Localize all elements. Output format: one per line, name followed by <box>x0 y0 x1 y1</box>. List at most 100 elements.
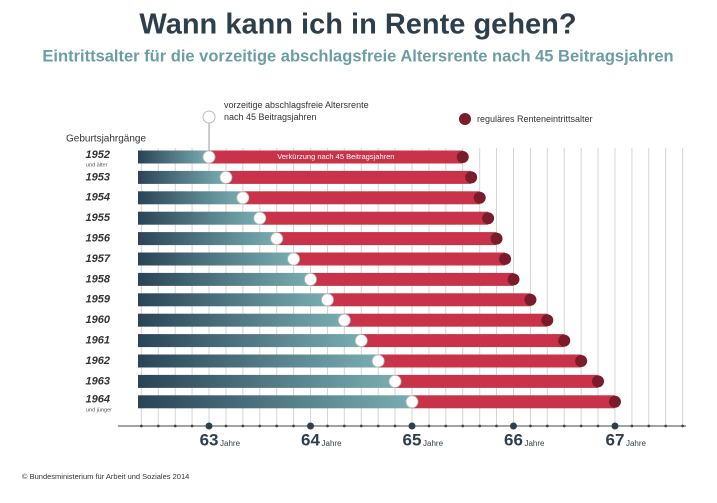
early-dot <box>388 374 402 388</box>
early-dot <box>354 334 368 348</box>
category-label: 1953 <box>86 171 110 183</box>
early-dot <box>202 150 216 164</box>
bar <box>138 252 294 266</box>
tick-mark <box>205 422 213 430</box>
category-label: 1954 <box>86 192 110 204</box>
regular-dot <box>456 151 469 163</box>
tick-mark <box>509 422 517 430</box>
bar <box>138 150 210 164</box>
category-label: 1963 <box>86 375 110 387</box>
bar <box>138 354 379 368</box>
minor-tick <box>139 424 143 428</box>
legend-label: reguläres Renteneintrittsalter <box>477 114 593 124</box>
minor-tick <box>376 424 380 428</box>
x-tick-label: 64 <box>301 430 320 449</box>
minor-tick <box>342 424 346 428</box>
early-dot <box>287 252 300 266</box>
early-dot <box>371 354 385 368</box>
bar <box>138 293 328 307</box>
regular-dot <box>575 355 588 367</box>
minor-tick <box>664 424 668 428</box>
range-bar <box>310 272 514 286</box>
minor-tick <box>292 424 295 428</box>
minor-tick <box>427 424 431 428</box>
bar <box>138 374 396 388</box>
minor-tick <box>681 424 685 428</box>
bar <box>138 191 243 205</box>
category-label: 1962 <box>86 355 110 367</box>
early-dot <box>270 232 284 246</box>
category-label: 1958 <box>86 273 111 285</box>
tick-mark <box>307 422 315 430</box>
range-bar <box>242 191 480 205</box>
minor-tick <box>495 424 498 428</box>
early-dot <box>337 313 351 327</box>
category-label: 1964 <box>86 394 110 406</box>
range-bar <box>276 232 497 246</box>
range-bar <box>225 170 472 184</box>
bar <box>138 272 311 286</box>
category-note: und jünger <box>86 407 112 413</box>
tick-mark <box>408 422 416 430</box>
regular-dot <box>473 191 486 204</box>
x-unit-label: Jahre <box>626 439 647 448</box>
regular-dot <box>541 314 554 327</box>
minor-tick <box>258 424 262 428</box>
minor-tick <box>393 424 397 428</box>
category-label: 1955 <box>86 212 111 224</box>
range-bar <box>395 374 599 388</box>
category-label: 1957 <box>86 253 111 265</box>
category-label: 1956 <box>86 233 111 245</box>
early-dot <box>236 191 250 205</box>
regular-dot <box>592 375 605 388</box>
minor-tick <box>596 424 600 428</box>
chart-title: Wann kann ich in Rente gehen? <box>139 9 576 41</box>
range-bar <box>259 211 489 225</box>
bar <box>138 211 260 225</box>
range-bar <box>209 150 463 164</box>
regular-dot <box>608 395 621 408</box>
bar <box>138 232 277 246</box>
minor-tick <box>630 424 634 428</box>
bar <box>138 170 226 184</box>
minor-tick <box>545 424 549 428</box>
early-dot <box>219 170 233 184</box>
regular-dot <box>507 273 520 286</box>
legend-label: vorzeitige abschlagsfreie Altersrente na… <box>224 100 369 122</box>
regular-dot <box>558 334 571 347</box>
regular-dot <box>490 232 503 245</box>
early-dot <box>304 272 317 286</box>
category-label: 1952 <box>86 149 110 161</box>
minor-tick <box>478 424 482 428</box>
bar <box>138 334 362 348</box>
footer: © Bundesministerium für Arbeit und Sozia… <box>22 472 189 481</box>
minor-tick <box>190 424 194 428</box>
regular-dot <box>499 253 512 265</box>
chart-subtitle: Eintrittsalter für die vorzeitige abschl… <box>42 47 673 65</box>
early-dot <box>253 211 267 225</box>
category-label: 1959 <box>86 294 111 306</box>
bar <box>138 395 412 409</box>
minor-tick <box>647 424 651 428</box>
tick-mark <box>611 422 619 430</box>
range-bar <box>378 354 582 368</box>
early-dot <box>405 395 419 409</box>
minor-tick <box>444 424 448 428</box>
minor-tick <box>461 424 465 428</box>
minor-tick <box>579 424 583 428</box>
x-unit-label: Jahre <box>322 439 343 448</box>
regular-dot <box>465 171 478 184</box>
category-note: und älter <box>86 162 108 168</box>
minor-tick <box>275 424 279 428</box>
minor-tick <box>359 424 363 428</box>
minor-tick <box>529 424 532 428</box>
x-tick-label: 67 <box>606 430 625 449</box>
minor-tick <box>241 424 245 428</box>
regular-dot <box>482 212 495 225</box>
x-unit-label: Jahre <box>524 439 545 448</box>
minor-tick <box>156 424 160 428</box>
range-bar <box>293 252 506 266</box>
x-unit-label: Jahre <box>423 439 444 448</box>
